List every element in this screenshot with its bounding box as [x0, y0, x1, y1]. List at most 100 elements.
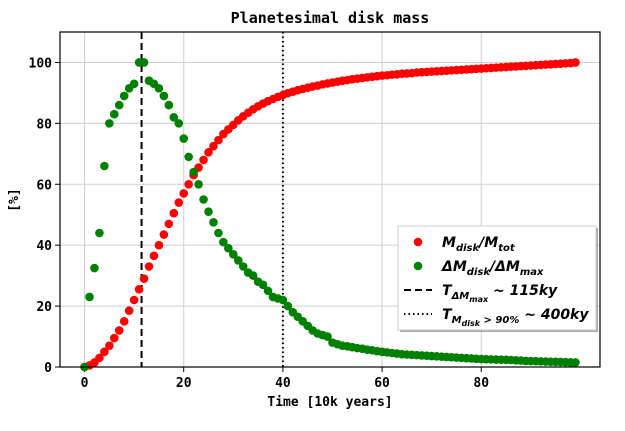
- legend-label-part: T: [442, 283, 453, 299]
- data-point: [204, 207, 213, 216]
- data-point: [238, 262, 248, 271]
- data-point: [95, 353, 104, 363]
- legend-label: Mdisk/Mtot: [442, 235, 516, 254]
- data-point: [139, 274, 149, 283]
- data-point: [100, 161, 109, 171]
- legend-label-part: > 90%: [480, 315, 519, 326]
- data-point: [248, 271, 258, 280]
- y-tick-label: 100: [29, 56, 53, 71]
- data-point: [139, 58, 149, 67]
- data-point: [109, 333, 119, 343]
- legend-label-part: max: [520, 267, 544, 278]
- data-point: [323, 332, 332, 341]
- x-axis-label: Time [10k years]: [267, 395, 392, 410]
- plot-frame: [59, 31, 601, 368]
- data-point: [149, 251, 159, 261]
- data-point: [159, 230, 169, 239]
- data-point: [105, 119, 114, 128]
- data-point: [100, 347, 109, 357]
- data-point: [278, 295, 288, 305]
- legend-marker: [413, 237, 423, 247]
- legend-label: TΔMmax ~ 115ky: [442, 283, 558, 304]
- data-point: [184, 179, 193, 189]
- data-point: [129, 295, 139, 305]
- data-point: [179, 189, 189, 198]
- data-point: [214, 228, 223, 238]
- data-point: [105, 341, 114, 350]
- legend-label-part: M: [442, 235, 456, 251]
- data-point: [571, 58, 580, 67]
- data-point: [224, 243, 233, 253]
- legend-box: [397, 225, 597, 331]
- data-point: [114, 326, 124, 335]
- data-point: [154, 240, 164, 250]
- y-tick-label: 60: [36, 178, 52, 193]
- legend-label-part: ΔM: [441, 259, 467, 275]
- y-tick-label: 40: [36, 239, 52, 254]
- data-point: [233, 256, 243, 265]
- y-tick-label: 0: [44, 361, 52, 376]
- data-point: [174, 119, 184, 128]
- legend-label-part: T: [442, 307, 453, 323]
- data-point: [129, 79, 139, 89]
- data-point: [169, 208, 179, 218]
- legend-label-part: tot: [498, 243, 516, 254]
- data-point: [134, 285, 144, 294]
- legend-label-part: /ΔM: [488, 259, 520, 275]
- data-point: [95, 228, 104, 238]
- data-point: [119, 91, 129, 101]
- data-point: [199, 155, 208, 165]
- data-point: [194, 179, 203, 189]
- legend-label-part: max: [469, 295, 489, 304]
- data-point: [283, 301, 293, 311]
- data-point: [209, 218, 218, 227]
- data-point: [124, 306, 134, 315]
- legend-label-part: disk: [467, 267, 492, 278]
- data-point: [571, 358, 580, 367]
- legend-label-part: disk: [456, 243, 481, 254]
- x-tick-label: 60: [374, 376, 390, 391]
- data-point: [119, 317, 129, 326]
- data-point: [90, 263, 99, 273]
- data-point: [154, 84, 164, 93]
- data-point: [263, 286, 273, 296]
- data-point: [144, 262, 154, 271]
- data-point: [258, 280, 268, 290]
- legend-label: TMdisk > 90% ~ 400ky: [442, 307, 589, 328]
- legend-label-part: disk: [462, 319, 481, 328]
- y-tick-label: 20: [36, 300, 52, 315]
- x-tick-label: 40: [275, 376, 291, 391]
- data-point: [114, 100, 124, 110]
- data-point: [184, 152, 193, 162]
- y-axis-label: [%]: [7, 188, 22, 211]
- data-point: [189, 167, 198, 177]
- x-tick-label: 20: [176, 376, 192, 391]
- data-point: [174, 198, 184, 207]
- legend-label-part: M: [452, 315, 462, 326]
- data-point: [109, 109, 119, 119]
- legend-label-part: ~ 400ky: [519, 307, 589, 323]
- data-point: [214, 135, 223, 145]
- chart-title: Planetesimal disk mass: [231, 9, 430, 27]
- data-point: [164, 100, 174, 110]
- legend-label-part: /M: [477, 235, 498, 251]
- legend-label-part: ~ 115ky: [488, 283, 558, 299]
- legend-marker: [413, 261, 423, 271]
- y-tick-label: 80: [36, 117, 52, 132]
- legend-label-part: ΔM: [451, 291, 470, 302]
- x-tick-label: 0: [81, 376, 89, 391]
- x-tick-label: 80: [473, 376, 489, 391]
- data-point: [229, 250, 238, 259]
- data-point: [179, 134, 189, 143]
- data-point: [164, 219, 174, 229]
- data-point: [199, 195, 208, 204]
- data-point: [219, 237, 228, 247]
- legend-label: ΔMdisk/ΔMmax: [441, 259, 544, 278]
- data-point: [209, 141, 218, 151]
- data-point: [204, 147, 213, 157]
- data-point: [85, 292, 94, 302]
- data-point: [159, 91, 169, 101]
- data-point: [169, 112, 179, 122]
